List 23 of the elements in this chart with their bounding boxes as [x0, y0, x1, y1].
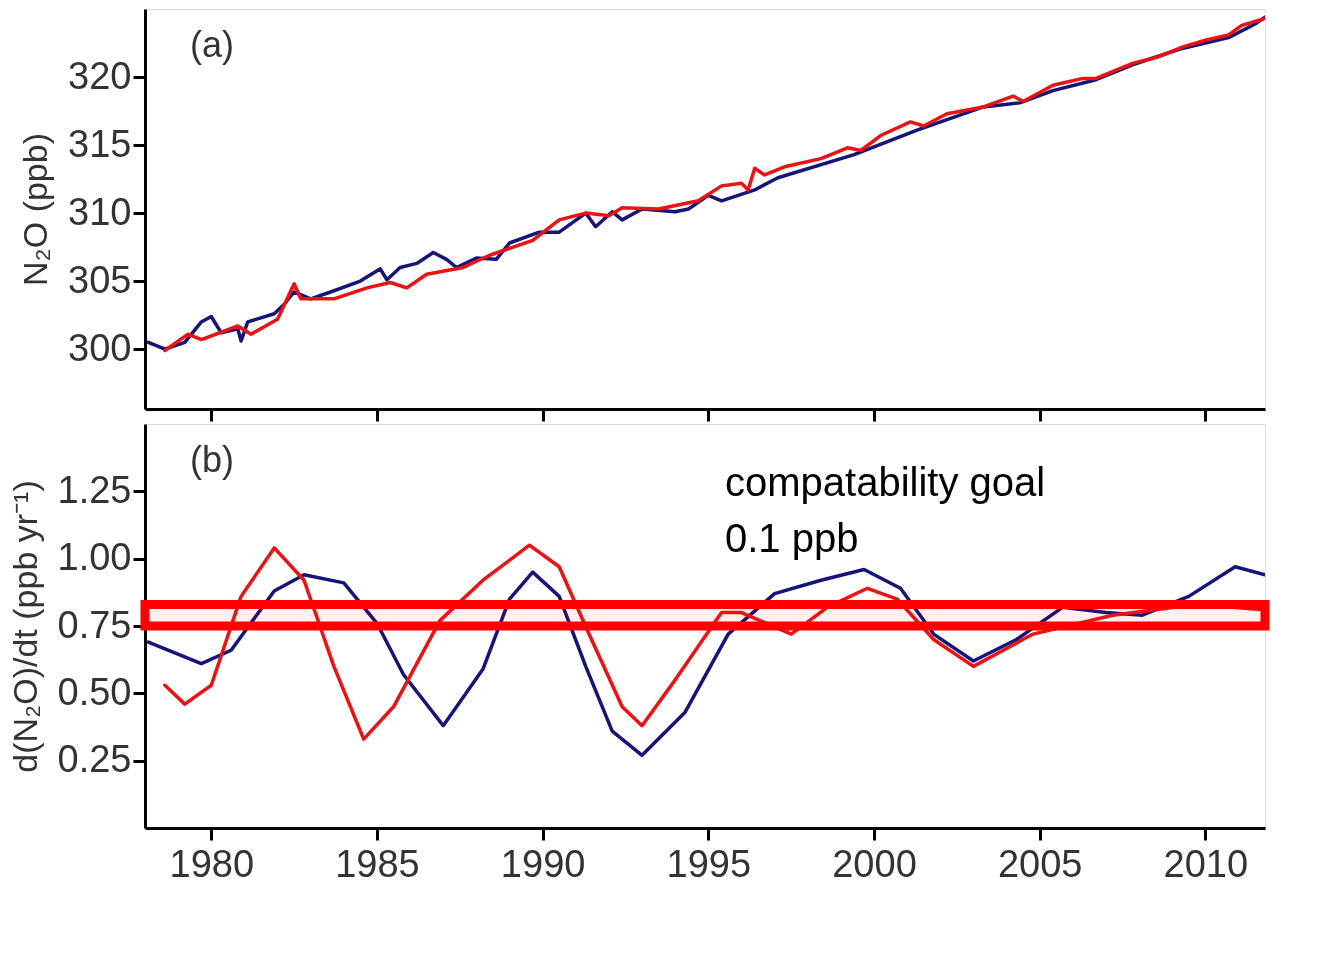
- line-series: [146, 565, 1265, 758]
- y-tick-label: 300: [68, 326, 132, 369]
- annotation: (b): [190, 439, 234, 480]
- y-tick-label: 0.25: [57, 738, 132, 781]
- y-tick-label: 320: [68, 54, 132, 97]
- x-tick-label: 1985: [335, 842, 420, 885]
- y-tick-label: 0.75: [57, 603, 132, 646]
- x-tick-label: 1995: [666, 842, 752, 885]
- x-tick-label: 1990: [500, 842, 586, 885]
- x-tick-label: 2005: [997, 842, 1083, 885]
- y-axis-title: N₂O (ppb): [16, 132, 55, 287]
- y-tick-label: 315: [68, 122, 132, 165]
- y-tick-label: 0.50: [57, 670, 132, 713]
- x-tick-label: 2010: [1163, 842, 1249, 885]
- x-tick-label: 1980: [169, 842, 255, 885]
- y-axis-title: d(N₂O)/dt (ppb yr⁻¹): [5, 480, 44, 773]
- y-tick-label: 305: [68, 258, 132, 301]
- annotation: (a): [190, 24, 234, 65]
- x-tick-label: 2000: [832, 842, 917, 885]
- y-tick-label: 1.25: [57, 468, 132, 511]
- y-tick-label: 1.00: [57, 536, 132, 579]
- band-label: compatability goal 0.1 ppb: [725, 460, 1046, 560]
- y-tick-label: 310: [68, 190, 132, 233]
